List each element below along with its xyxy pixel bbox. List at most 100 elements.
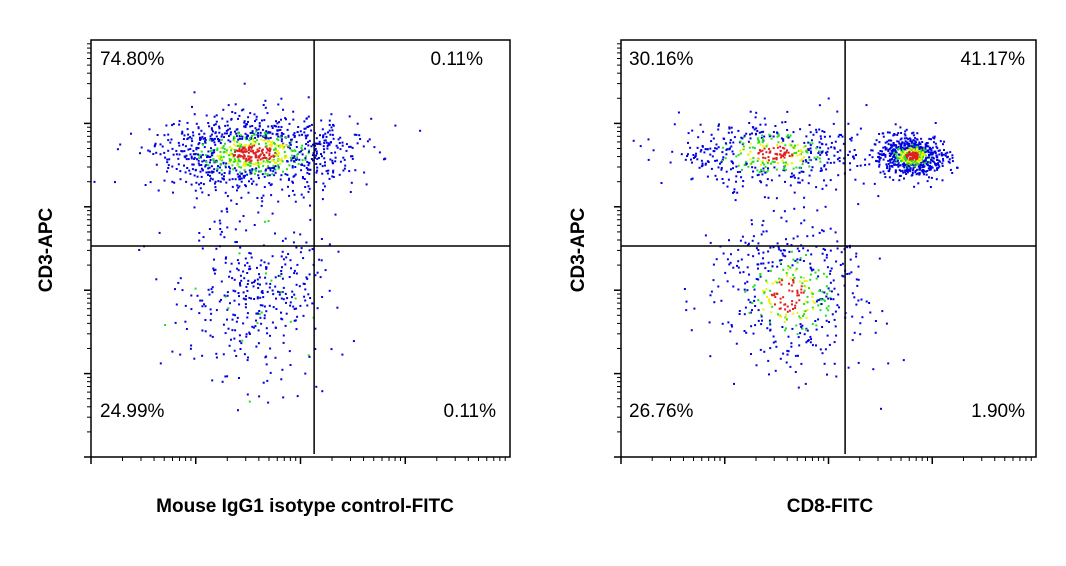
data-point [840,251,843,254]
data-point [305,143,308,145]
data-point [219,233,222,236]
data-point [279,162,282,165]
data-point [908,148,911,151]
data-point [257,155,260,158]
data-point [290,138,293,141]
data-point [792,131,795,134]
data-point [916,132,919,135]
data-point [774,340,777,343]
data-point [293,136,296,139]
data-point [799,258,802,261]
data-point [297,126,300,128]
data-point [854,178,857,181]
data-point [761,149,764,152]
data-point [273,174,276,177]
data-point [209,155,212,158]
data-point [743,288,746,291]
data-point [888,159,891,162]
data-point [289,143,292,146]
data-point [242,291,245,294]
data-point [243,176,246,179]
data-point [253,298,256,300]
data-point [173,181,176,184]
data-point [255,154,257,157]
data-point [838,156,841,159]
data-point [790,250,793,253]
data-point [208,293,211,296]
data-point [252,326,255,329]
data-point [237,186,240,189]
data-point [204,165,207,168]
data-point [846,246,849,249]
data-point [258,395,261,398]
data-point [228,172,231,175]
data-point [183,150,186,153]
data-point [201,191,204,194]
data-point [757,252,760,255]
data-point [878,155,881,158]
data-point [233,349,236,352]
data-point [263,175,266,178]
data-point [255,139,258,142]
data-point [210,288,213,291]
data-point [857,299,860,302]
data-point [265,363,268,366]
data-point [203,303,205,306]
data-point [209,319,212,322]
data-point [332,171,335,174]
data-point [805,254,807,256]
data-point [206,156,208,159]
data-point [739,140,742,143]
data-point [848,272,851,275]
data-point [285,144,288,147]
data-point [212,130,214,133]
data-point [323,151,326,154]
data-point [691,161,693,164]
data-point [727,131,730,134]
data-point [912,149,915,152]
data-point [261,157,264,160]
data-point [254,127,257,130]
data-point [791,145,794,148]
data-point [256,150,259,153]
data-point [853,296,856,299]
data-point [836,158,839,161]
data-point [930,165,933,168]
data-point [785,272,788,275]
data-point [206,163,208,166]
data-point [944,154,947,157]
data-point [749,158,752,161]
data-point [247,120,249,123]
data-point [755,111,758,114]
data-point [792,174,795,177]
data-point [873,182,876,185]
data-point [905,159,908,162]
data-point [894,169,897,172]
data-point [240,150,243,153]
data-point [167,139,170,142]
data-point [830,298,832,301]
data-point [383,158,385,161]
data-point [914,171,917,174]
data-point [686,155,689,157]
data-point [219,142,222,145]
data-point [821,326,824,328]
data-point [258,310,261,312]
data-point [224,191,227,194]
data-point [724,142,727,145]
data-point [875,139,878,142]
data-point [766,178,769,181]
data-point [716,159,718,162]
data-point [225,152,228,155]
data-point [257,128,260,131]
data-point [751,302,754,304]
data-point [901,146,904,149]
data-point [761,153,764,156]
data-point [211,379,214,382]
data-point [736,171,739,173]
data-point [284,237,287,240]
data-point [803,333,806,336]
data-point [931,146,934,149]
data-point [892,151,895,154]
data-point [904,171,907,174]
